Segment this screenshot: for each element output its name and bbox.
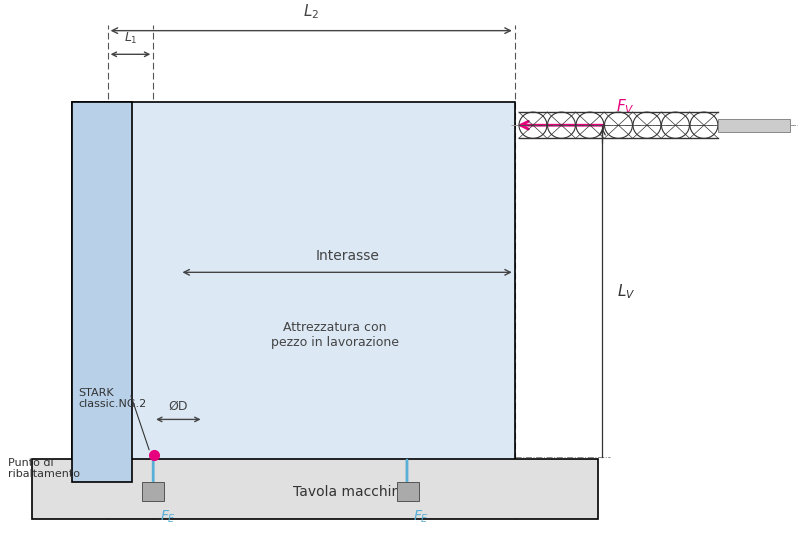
Bar <box>397 483 419 501</box>
Text: Attrezzatura con
pezzo in lavorazione: Attrezzatura con pezzo in lavorazione <box>271 322 399 349</box>
Text: STARK
classic.NG.2: STARK classic.NG.2 <box>78 388 147 409</box>
Bar <box>142 483 164 501</box>
Text: $F_V$: $F_V$ <box>616 97 634 116</box>
Text: $L_2$: $L_2$ <box>303 3 319 21</box>
Text: Punto di
ribaltamento: Punto di ribaltamento <box>8 458 80 479</box>
Text: $L_V$: $L_V$ <box>617 282 635 301</box>
Text: Interasse: Interasse <box>315 249 379 263</box>
Bar <box>72 102 515 483</box>
Text: $F_E$: $F_E$ <box>413 509 429 525</box>
Bar <box>718 119 790 132</box>
Bar <box>32 459 598 519</box>
Text: $F_E$: $F_E$ <box>160 509 176 525</box>
Text: ØD: ØD <box>168 400 188 412</box>
Bar <box>72 102 132 483</box>
Text: Tavola macchina: Tavola macchina <box>293 485 409 499</box>
Text: $L_1$: $L_1$ <box>124 32 137 47</box>
